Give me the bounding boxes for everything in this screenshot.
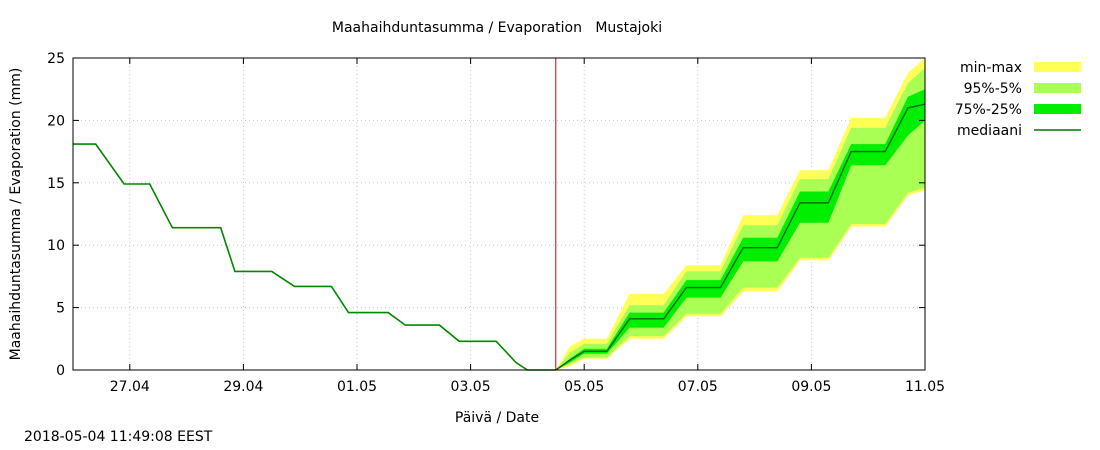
y-tick-label: 15 — [47, 176, 65, 192]
x-tick-label: 29.04 — [223, 379, 263, 395]
y-tick-label: 20 — [47, 113, 65, 129]
legend-swatch — [1034, 104, 1081, 114]
x-tick-label: 01.05 — [337, 379, 377, 395]
chart-title: Maahaihduntasumma / Evaporation Mustajok… — [332, 20, 662, 36]
y-tick-label: 5 — [56, 301, 65, 317]
plot-frame — [72, 57, 926, 371]
x-axis-label: Päivä / Date — [455, 410, 539, 426]
x-tick-label: 27.04 — [110, 379, 150, 395]
y-tick-label: 25 — [47, 51, 65, 67]
legend-label: 95%-5% — [964, 81, 1022, 97]
legend-swatch — [1034, 62, 1081, 72]
bands — [555, 58, 925, 370]
legend-label: 75%-25% — [955, 102, 1022, 118]
legend-label: min-max — [960, 60, 1022, 76]
legend-swatch — [1034, 83, 1081, 93]
y-tick-label: 10 — [47, 238, 65, 254]
x-tick-label: 05.05 — [564, 379, 604, 395]
y-axis-label: Maahaihduntasumma / Evaporation (mm) — [8, 68, 24, 361]
grid — [73, 58, 925, 370]
ticks: 0 5 10 15 20 25 27.04 29.04 01.05 03.05 05.05 07.05… — [47, 51, 945, 395]
x-tick-label: 07.05 — [678, 379, 718, 395]
band-95-5 — [555, 68, 925, 370]
x-tick-label: 09.05 — [791, 379, 831, 395]
median-line — [555, 103, 926, 371]
y-tick-label: 0 — [56, 363, 65, 379]
timestamp: 2018-05-04 11:49:08 EEST — [24, 429, 213, 445]
x-tick-label: 11.05 — [905, 379, 945, 395]
lines — [73, 58, 926, 371]
legend: min-max 95%-5% 75%-25% mediaani — [955, 60, 1081, 139]
observed-line — [73, 143, 556, 371]
x-tick-label: 03.05 — [451, 379, 491, 395]
legend-label: mediaani — [957, 123, 1022, 139]
